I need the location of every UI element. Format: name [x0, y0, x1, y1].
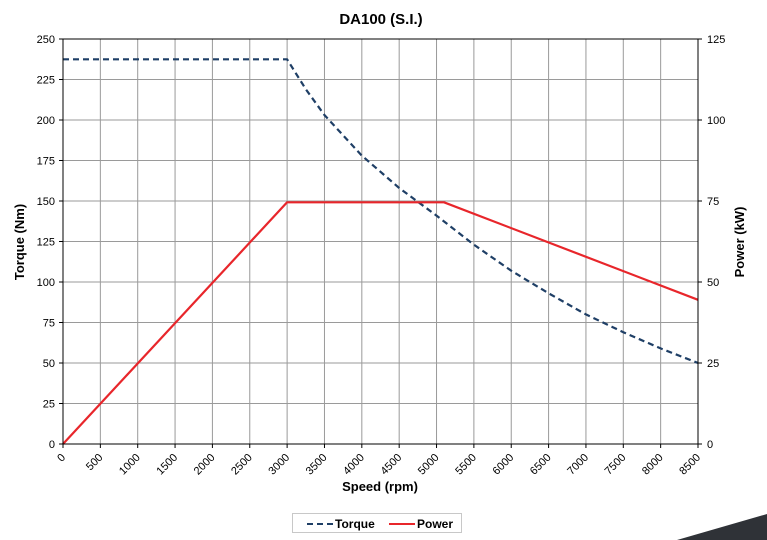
y2-tick-label: 50	[707, 277, 719, 289]
y-tick-label: 200	[37, 115, 55, 127]
y2-tick-label: 0	[707, 439, 713, 451]
x-tick-label: 3500	[304, 452, 330, 478]
legend: Torque Power	[292, 513, 462, 533]
legend-torque-swatch	[307, 523, 333, 525]
x-tick-label: 5000	[416, 452, 442, 478]
y2-axis-title: Power (kW)	[732, 207, 747, 278]
y-tick-label: 75	[43, 318, 55, 330]
y-tick-label: 250	[37, 34, 55, 46]
y2-tick-label: 75	[707, 196, 719, 208]
chart-title: DA100 (S.I.)	[339, 11, 422, 28]
x-tick-label: 1000	[117, 452, 143, 478]
x-tick-label: 6500	[528, 452, 554, 478]
legend-power-swatch	[389, 523, 415, 525]
y-tick-label: 50	[43, 358, 55, 370]
y2-tick-label: 125	[707, 34, 725, 46]
legend-power-label: Power	[417, 517, 454, 531]
y-tick-label: 100	[37, 277, 55, 289]
y-tick-label: 25	[43, 399, 55, 411]
y-tick-label: 125	[37, 237, 55, 249]
tick-labels: 0 500 1000 1500 2000 2500 3000 3500 4000 4500 5000…	[37, 34, 726, 477]
corner-decoration	[677, 514, 767, 540]
x-tick-label: 2500	[229, 452, 255, 478]
x-tick-label: 500	[84, 452, 105, 473]
axes	[59, 38, 702, 448]
series-line-torque	[63, 58, 699, 365]
y-tick-label: 225	[37, 75, 55, 87]
plot-frame	[62, 38, 699, 445]
x-tick-label: 6000	[491, 452, 517, 478]
y-axis-title: Torque (Nm)	[12, 204, 27, 280]
series-line-power	[62, 201, 699, 445]
x-tick-label: 8000	[640, 452, 666, 478]
x-tick-label: 7500	[603, 452, 629, 478]
x-tick-label: 8500	[677, 452, 703, 478]
x-tick-label: 5500	[453, 452, 479, 478]
x-tick-label: 2000	[192, 452, 218, 478]
y-tick-label: 150	[37, 196, 55, 208]
y-tick-label: 0	[49, 439, 55, 451]
x-tick-label: 3000	[266, 452, 292, 478]
x-tick-label: 0	[55, 452, 68, 465]
x-axis-title: Speed (rpm)	[342, 479, 418, 494]
y2-tick-label: 100	[707, 115, 725, 127]
x-tick-label: 7000	[565, 452, 591, 478]
grid-lines	[62, 38, 699, 445]
y-tick-label: 175	[37, 156, 55, 168]
y2-tick-label: 25	[707, 358, 719, 370]
legend-torque-label: Torque	[335, 517, 375, 531]
x-tick-label: 4500	[378, 452, 404, 478]
series-layer	[62, 58, 699, 445]
x-tick-label: 4000	[341, 452, 367, 478]
x-tick-label: 1500	[154, 452, 180, 478]
